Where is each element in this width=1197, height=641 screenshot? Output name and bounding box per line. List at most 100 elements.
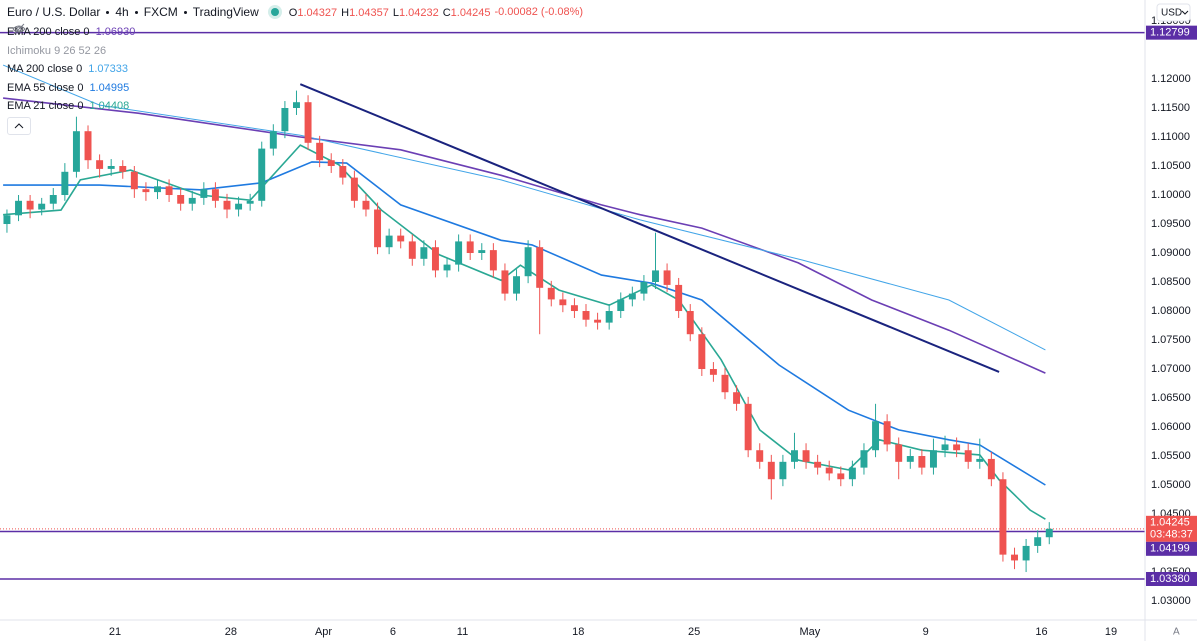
indicator-name: MA 200 close 0 [7, 63, 83, 76]
candle-body [617, 299, 625, 312]
candle-body [397, 235, 405, 242]
legend-row: MA 200 close 0 1.07333 [7, 60, 135, 79]
candle-body [790, 450, 798, 462]
header: Euro / U.S. Dollar 4h FXCM TradingView O… [7, 5, 587, 19]
candle-body [663, 270, 671, 285]
indicator-line [3, 161, 1046, 486]
candle-body [536, 247, 544, 288]
x-tick-label: 25 [688, 626, 700, 638]
level-label-box [1146, 541, 1197, 556]
candle-body [802, 450, 810, 462]
x-tick-label: May [800, 626, 821, 638]
candle-body [698, 334, 706, 370]
indicator-legend: EMA 200 close 0 1.06930 Ichimoku 9 26 52 2… [7, 23, 135, 116]
x-tick-label: Apr [315, 626, 332, 638]
candle-body [1045, 528, 1053, 538]
x-tick-label: 11 [457, 626, 468, 638]
change: -0.00082 (-0.08%) [494, 6, 584, 18]
candle-body [767, 461, 775, 480]
legend-row: Ichimoku 9 26 52 26 [7, 23, 135, 61]
candle-body [501, 270, 509, 294]
candle-body [883, 421, 891, 445]
candle-body [431, 247, 439, 271]
candle-body [605, 311, 613, 323]
candle-body [559, 299, 567, 306]
candle-body [385, 235, 393, 248]
candle-body [582, 311, 590, 320]
candle-body [848, 467, 856, 480]
candle-body [489, 250, 497, 271]
indicator-value: 1.07333 [88, 63, 128, 76]
y-tick-label: 1.06500 [1151, 392, 1191, 404]
candle-body [953, 444, 961, 451]
candle-body [350, 177, 358, 201]
y-tick-label: 1.09000 [1151, 247, 1191, 259]
candle-body [26, 200, 34, 210]
candle-body [721, 374, 729, 393]
collapse-icon [14, 123, 24, 129]
candle-body [999, 479, 1007, 555]
candle-body [466, 241, 474, 254]
y-tick-label: 1.10500 [1151, 160, 1191, 172]
candle-body [640, 282, 648, 294]
y-tick-label: 1.05500 [1151, 450, 1191, 462]
last-price-label: 1.04245 [1150, 517, 1190, 529]
auto-scale-button[interactable]: A [1173, 627, 1180, 638]
x-tick-label: 21 [109, 626, 121, 638]
y-tick-label: 1.10000 [1151, 189, 1191, 201]
symbol[interactable]: Euro / U.S. Dollar [7, 5, 101, 19]
x-tick-label: 28 [225, 626, 237, 638]
interval[interactable]: 4h [115, 5, 129, 19]
candle-body [906, 456, 914, 462]
hidden-icon[interactable] [7, 23, 27, 35]
y-tick-label: 1.08500 [1151, 276, 1191, 288]
candle-body [154, 186, 161, 193]
indicator-line [3, 144, 1046, 520]
candle-body [3, 215, 11, 225]
candle-body [281, 108, 289, 132]
candle-body [987, 458, 995, 480]
candle-body [362, 200, 370, 210]
ohlc-value: 1.04327 [297, 7, 338, 19]
ohlc-key: L [392, 7, 399, 19]
ohlc-value: 1.04232 [398, 7, 439, 19]
candle-body [455, 241, 463, 265]
y-tick-label: 1.07000 [1151, 363, 1191, 375]
source: TradingView [192, 5, 259, 19]
y-tick-label: 1.06000 [1151, 421, 1191, 433]
candle-body [61, 171, 69, 196]
indicator-value: 1.04995 [89, 81, 130, 94]
collapse-legend-button[interactable] [7, 117, 31, 135]
y-tick-label: 1.09500 [1151, 218, 1191, 230]
candle-body [327, 160, 335, 167]
candle-body [142, 189, 150, 193]
ohlc-value: 1.04245 [450, 7, 491, 19]
ohlc-key: O [288, 7, 298, 19]
candle-body [513, 276, 520, 294]
x-tick-label: 19 [1105, 626, 1117, 638]
level-label-box [1146, 571, 1197, 586]
candle-body [211, 189, 219, 201]
ohlc: O1.04327 H1.04357 L1.04232 C1.04245 [289, 5, 495, 19]
legend-row: EMA 55 close 0 1.04995 [7, 79, 135, 98]
indicator-value: 1.04408 [89, 100, 130, 113]
y-tick-label: 1.08000 [1151, 305, 1191, 317]
candle-body [733, 392, 741, 404]
y-tick-label: 1.05000 [1151, 479, 1191, 491]
candle-body [304, 102, 312, 143]
candle-body [837, 473, 845, 480]
currency-label[interactable]: USD [1161, 8, 1182, 19]
currency-button[interactable] [1156, 3, 1191, 22]
candle-body [339, 166, 347, 178]
candle-body [223, 200, 231, 210]
candle-body [443, 264, 451, 271]
candle-body [825, 467, 833, 474]
exchange: FXCM [143, 5, 178, 19]
candle-body [686, 311, 694, 335]
candle-body [420, 247, 428, 259]
candle-body [408, 241, 416, 259]
candle-body [119, 166, 127, 172]
currency-caret [1181, 10, 1189, 15]
candle-body [374, 209, 382, 248]
